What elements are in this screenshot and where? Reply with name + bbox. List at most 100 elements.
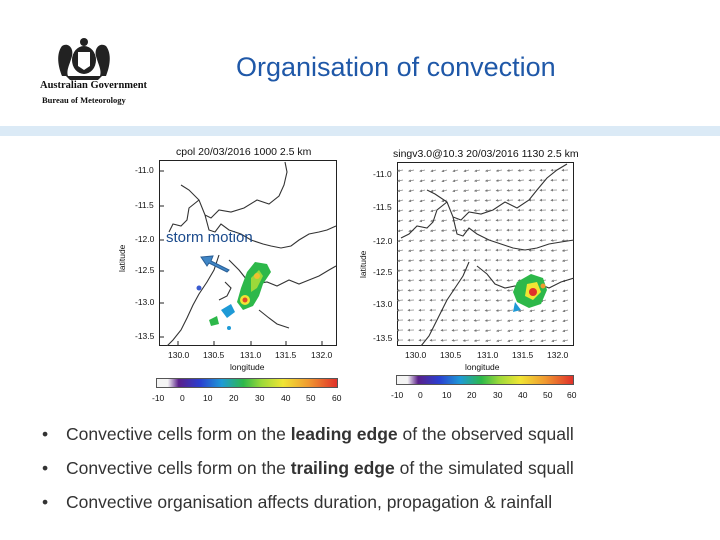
wind-vector: [473, 228, 481, 232]
wind-vector: [440, 229, 448, 232]
bullet-dot: •: [42, 424, 49, 444]
right-cbar-tick: 30: [493, 390, 503, 400]
left-cbar-tick: 0: [180, 393, 185, 403]
wind-vector: [550, 228, 558, 232]
wind-vector: [462, 238, 470, 242]
wind-vector: [462, 209, 470, 212]
wind-vector: [451, 248, 459, 252]
wind-vector: [506, 179, 514, 182]
wind-vector: [419, 209, 426, 213]
wind-vector: [429, 229, 437, 233]
wind-vector: [529, 309, 536, 313]
wind-vector: [397, 219, 404, 223]
wind-vector: [473, 308, 481, 312]
wind-vector: [451, 338, 459, 342]
wind-vector: [540, 329, 547, 333]
wind-vector: [418, 249, 426, 253]
wind-vector: [463, 179, 470, 183]
wind-vector: [485, 339, 492, 343]
wind-vector: [551, 299, 558, 303]
wind-vector: [561, 249, 569, 252]
wind-vector: [473, 319, 481, 322]
storm-motion-label: storm motion: [166, 229, 253, 246]
wind-vector: [419, 229, 426, 233]
wind-vector: [441, 179, 448, 183]
right-xtick: 131.5: [512, 350, 534, 360]
right-cbar-tick: 20: [467, 390, 477, 400]
wind-vector: [408, 219, 415, 223]
wind-vector: [441, 209, 448, 213]
wind-vector: [408, 239, 415, 243]
wind-vector: [397, 259, 404, 263]
wind-vector: [473, 329, 481, 332]
wind-vector: [397, 179, 404, 183]
wind-vector: [407, 259, 415, 263]
wind-vector: [539, 259, 547, 262]
wind-vector: [495, 208, 503, 212]
wind-vector: [528, 168, 536, 172]
bullet-list: • Convective cells form on the leading ed…: [42, 421, 702, 523]
wind-vector: [397, 229, 404, 233]
wind-vector: [539, 238, 547, 242]
right-xtick: 130.5: [440, 350, 462, 360]
wind-vector: [517, 268, 525, 272]
left-cbar-tick: 50: [306, 393, 316, 403]
wind-vector: [484, 218, 492, 222]
wind-vector: [540, 319, 547, 323]
coat-of-arms-logo: [58, 38, 110, 80]
wind-vector: [440, 338, 448, 342]
wind-vector: [484, 319, 492, 322]
wind-vector: [528, 258, 536, 262]
wind-vector: [430, 209, 437, 213]
wind-vector: [473, 209, 481, 212]
right-xlabel: longitude: [465, 362, 500, 372]
wind-vector: [397, 189, 404, 193]
wind-vector: [474, 179, 481, 183]
right-cbar-tick: -10: [391, 390, 404, 400]
wind-vector: [551, 339, 558, 343]
wind-vector: [408, 169, 415, 173]
wind-vector: [506, 299, 514, 302]
wind-vector: [397, 279, 404, 282]
left-radar-map: [159, 160, 337, 346]
wind-vector: [452, 169, 459, 173]
wind-vector: [408, 189, 415, 193]
wind-vector: [495, 169, 503, 173]
wind-vector: [463, 189, 470, 193]
wind-vector: [484, 298, 492, 302]
wind-vector: [561, 259, 569, 263]
wind-vector: [441, 169, 448, 173]
wind-vector: [429, 268, 437, 272]
wind-vector: [441, 189, 448, 193]
wind-vector: [506, 278, 514, 282]
wind-vector: [562, 309, 569, 313]
wind-vector: [550, 238, 558, 242]
wind-vector: [397, 199, 404, 203]
wind-vector: [397, 239, 404, 243]
wind-vector: [430, 179, 437, 183]
wind-vector: [495, 189, 503, 192]
left-cbar-tick: 30: [255, 393, 265, 403]
wind-vector: [451, 238, 459, 242]
wind-vector: [529, 339, 536, 343]
wind-vector: [473, 199, 481, 202]
wind-vector: [562, 269, 569, 273]
wind-vector: [408, 209, 415, 213]
wind-vector: [495, 179, 503, 182]
wind-vector: [397, 249, 404, 253]
wind-vector: [529, 329, 536, 333]
left-ytick: -12.5: [135, 265, 155, 275]
left-xtick: 130.0: [168, 350, 190, 360]
wind-vector: [429, 249, 437, 252]
left-ytick: -12.0: [135, 234, 155, 244]
right-cbar-tick: 40: [518, 390, 528, 400]
wind-vector: [440, 258, 448, 262]
wind-vector: [496, 339, 503, 343]
wind-vector: [551, 319, 558, 323]
right-cbar-tick: 50: [543, 390, 553, 400]
right-ytick: -11.0: [373, 169, 392, 179]
wind-vector: [462, 199, 470, 202]
left-ytick: -11.5: [135, 200, 154, 210]
wind-vector: [418, 239, 426, 243]
wind-vector: [507, 339, 514, 343]
